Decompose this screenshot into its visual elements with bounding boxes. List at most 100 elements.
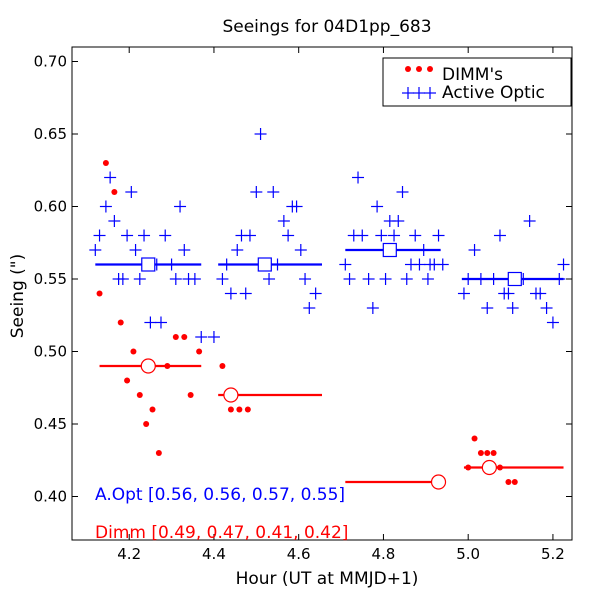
aopt-point bbox=[343, 273, 356, 285]
x-tick-label: 4.2 bbox=[117, 545, 141, 563]
aopt-point bbox=[396, 186, 409, 198]
aopt-point bbox=[254, 128, 267, 140]
aopt-point bbox=[553, 273, 566, 285]
dimm-median-marker bbox=[140, 358, 156, 374]
dimm-point bbox=[490, 450, 497, 456]
aopt-point bbox=[243, 229, 256, 242]
aopt-point bbox=[436, 258, 449, 271]
aopt-point bbox=[224, 287, 237, 300]
aopt-point bbox=[362, 273, 375, 285]
dimm-point bbox=[164, 363, 171, 369]
legend: DIMM's Active Optic bbox=[382, 57, 572, 107]
aopt-point bbox=[356, 229, 369, 242]
dimm-point bbox=[172, 334, 179, 340]
dimm-point bbox=[155, 450, 162, 456]
x-tick-label: 5.0 bbox=[456, 545, 480, 563]
aopt-point bbox=[125, 186, 138, 198]
dimm-point bbox=[496, 464, 503, 471]
x-tick-label: 5.2 bbox=[541, 545, 565, 563]
aopt-point bbox=[104, 171, 117, 184]
axis-ticks: 4.2 4.4 4.6 4.8 5.0 5.2 0.40 0.45 0.50 0.55 0.60 0.… bbox=[34, 47, 572, 563]
y-tick-label: 0.50 bbox=[34, 343, 67, 361]
legend-aopt-plus bbox=[402, 87, 414, 99]
aopt-point bbox=[294, 244, 307, 256]
legend-aopt-plus bbox=[413, 87, 425, 99]
aopt-point bbox=[93, 229, 106, 242]
axes-frame bbox=[71, 46, 573, 541]
y-tick-label: 0.70 bbox=[34, 53, 67, 71]
legend-dimm-label: DIMM's bbox=[442, 65, 503, 85]
dimm-median-marker bbox=[223, 387, 239, 403]
x-tick-label: 4.4 bbox=[202, 545, 226, 563]
dimm-point bbox=[484, 450, 491, 456]
dimm-point bbox=[102, 160, 109, 166]
y-tick-label: 0.45 bbox=[34, 415, 67, 433]
aopt-median-marker bbox=[141, 257, 156, 272]
aopt-point bbox=[409, 229, 422, 242]
dimm-point bbox=[477, 450, 484, 456]
aopt-point bbox=[282, 229, 295, 242]
aopt-point bbox=[432, 229, 445, 242]
aopt-point bbox=[263, 273, 276, 285]
aopt-point bbox=[195, 331, 208, 343]
x-tick-label: 4.8 bbox=[372, 545, 396, 563]
aopt-point bbox=[250, 186, 263, 198]
y-tick-label: 0.55 bbox=[34, 270, 67, 288]
aopt-point bbox=[371, 200, 384, 213]
plot-area bbox=[89, 128, 570, 490]
legend-active-optic-label: Active Optic bbox=[442, 83, 545, 103]
aopt-point bbox=[299, 273, 312, 285]
aopt-point bbox=[271, 258, 284, 271]
x-axis-label: Hour (UT at MMJD+1) bbox=[236, 569, 419, 589]
dimm-median-marker bbox=[430, 474, 447, 490]
dimm-point bbox=[471, 435, 478, 442]
aopt-point bbox=[375, 229, 388, 242]
aopt-point bbox=[462, 273, 475, 285]
aopt-median-marker bbox=[507, 271, 522, 287]
aopt-median-marker bbox=[257, 257, 272, 272]
dimm-point bbox=[511, 479, 518, 485]
dimm-point bbox=[505, 479, 512, 485]
aopt-point bbox=[413, 258, 426, 271]
aopt-point bbox=[165, 258, 178, 271]
aopt-point bbox=[188, 273, 201, 285]
dimm-point bbox=[143, 421, 150, 427]
y-tick-label: 0.60 bbox=[34, 198, 67, 216]
aopt-point bbox=[159, 229, 172, 242]
dimm-point bbox=[196, 348, 203, 355]
aopt-point bbox=[502, 287, 515, 300]
aopt-point bbox=[216, 273, 229, 285]
aopt-point bbox=[116, 273, 129, 285]
dimm-point bbox=[244, 406, 251, 413]
legend-dimm-dot bbox=[427, 66, 433, 72]
aopt-point bbox=[174, 200, 187, 213]
aopt-point bbox=[523, 215, 536, 227]
aopt-point bbox=[303, 302, 316, 314]
aopt-point bbox=[379, 273, 392, 285]
dimm-point bbox=[187, 392, 194, 398]
legend-active-optic-marker bbox=[402, 87, 436, 99]
aopt-point bbox=[239, 287, 252, 300]
dimm-point bbox=[181, 334, 188, 340]
aopt-point bbox=[290, 200, 303, 213]
aopt-point bbox=[133, 273, 146, 285]
y-tick-label: 0.40 bbox=[34, 488, 67, 506]
dimm-point bbox=[130, 348, 137, 355]
dimm-point bbox=[149, 406, 156, 413]
aopt-point bbox=[309, 287, 322, 300]
dimm-medians-annotation: Dimm [0.49, 0.47, 0.41, 0.42] bbox=[95, 523, 348, 543]
dimm-point bbox=[219, 363, 226, 369]
aopt-point bbox=[138, 229, 151, 242]
aopt-point bbox=[178, 244, 191, 256]
dimm-point bbox=[227, 406, 234, 413]
legend-dimm-dot bbox=[405, 66, 411, 72]
aopt-point bbox=[108, 215, 121, 227]
aopt-point bbox=[121, 229, 134, 242]
y-axis-label: Seeing (") bbox=[8, 254, 28, 339]
legend-dimm-marker bbox=[405, 66, 433, 72]
chart-title: Seeings for 04D1pp_683 bbox=[222, 17, 431, 37]
dimm-point bbox=[124, 377, 131, 384]
aopt-point bbox=[417, 244, 430, 256]
aopt-point bbox=[231, 244, 244, 256]
dimm-median-marker bbox=[481, 459, 497, 476]
